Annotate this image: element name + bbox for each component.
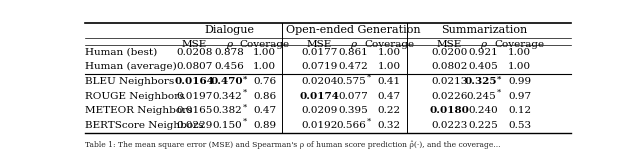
Text: 0.41: 0.41 bbox=[378, 77, 401, 86]
Text: 0.456: 0.456 bbox=[214, 62, 244, 71]
Text: 0.861: 0.861 bbox=[338, 48, 367, 57]
Text: 0.077: 0.077 bbox=[338, 92, 367, 101]
Text: Coverage: Coverage bbox=[239, 40, 289, 49]
Text: 1.00: 1.00 bbox=[253, 48, 276, 57]
Text: MSE: MSE bbox=[307, 40, 332, 49]
Text: 0.53: 0.53 bbox=[508, 121, 531, 130]
Text: 0.0229: 0.0229 bbox=[176, 121, 212, 130]
Text: Open-ended Generation: Open-ended Generation bbox=[286, 25, 421, 35]
Text: 0.0192: 0.0192 bbox=[301, 121, 337, 130]
Text: *: * bbox=[497, 89, 501, 97]
Text: BERTScore Neighbors: BERTScore Neighbors bbox=[85, 121, 204, 130]
Text: *: * bbox=[243, 118, 247, 126]
Text: 0.575: 0.575 bbox=[336, 77, 365, 86]
Text: 0.395: 0.395 bbox=[338, 106, 367, 115]
Text: 0.0174: 0.0174 bbox=[299, 92, 339, 101]
Text: 0.921: 0.921 bbox=[468, 48, 498, 57]
Text: ρ: ρ bbox=[480, 40, 486, 49]
Text: 0.32: 0.32 bbox=[378, 121, 401, 130]
Text: METEOR Neighbors: METEOR Neighbors bbox=[85, 106, 193, 115]
Text: 0.0177: 0.0177 bbox=[301, 48, 337, 57]
Text: 0.325: 0.325 bbox=[465, 77, 497, 86]
Text: ρ: ρ bbox=[226, 40, 232, 49]
Text: 1.00: 1.00 bbox=[508, 48, 531, 57]
Text: 0.0213: 0.0213 bbox=[431, 77, 468, 86]
Text: 0.566: 0.566 bbox=[336, 121, 365, 130]
Text: 0.97: 0.97 bbox=[508, 92, 531, 101]
Text: 0.245: 0.245 bbox=[466, 92, 495, 101]
Text: 0.89: 0.89 bbox=[253, 121, 276, 130]
Text: 0.470: 0.470 bbox=[211, 77, 243, 86]
Text: Coverage: Coverage bbox=[494, 40, 545, 49]
Text: 0.472: 0.472 bbox=[338, 62, 367, 71]
Text: 0.0807: 0.0807 bbox=[176, 62, 212, 71]
Text: Coverage: Coverage bbox=[364, 40, 414, 49]
Text: 0.12: 0.12 bbox=[508, 106, 531, 115]
Text: *: * bbox=[243, 89, 247, 97]
Text: 0.22: 0.22 bbox=[378, 106, 401, 115]
Text: 0.47: 0.47 bbox=[253, 106, 276, 115]
Text: *: * bbox=[243, 103, 247, 111]
Text: *: * bbox=[367, 118, 371, 126]
Text: 0.0209: 0.0209 bbox=[301, 106, 337, 115]
Text: 0.0200: 0.0200 bbox=[431, 48, 468, 57]
Text: 0.47: 0.47 bbox=[378, 92, 401, 101]
Text: ρ: ρ bbox=[349, 40, 356, 49]
Text: *: * bbox=[243, 74, 247, 82]
Text: 0.86: 0.86 bbox=[253, 92, 276, 101]
Text: 0.0197: 0.0197 bbox=[176, 92, 212, 101]
Text: 0.0223: 0.0223 bbox=[431, 121, 468, 130]
Text: 0.225: 0.225 bbox=[468, 121, 498, 130]
Text: BLEU Neighbors: BLEU Neighbors bbox=[85, 77, 174, 86]
Text: 0.342: 0.342 bbox=[212, 92, 242, 101]
Text: 0.240: 0.240 bbox=[468, 106, 498, 115]
Text: 0.0204: 0.0204 bbox=[301, 77, 337, 86]
Text: *: * bbox=[367, 74, 371, 82]
Text: *: * bbox=[497, 74, 501, 82]
Text: 0.99: 0.99 bbox=[508, 77, 531, 86]
Text: 0.0802: 0.0802 bbox=[431, 62, 468, 71]
Text: 1.00: 1.00 bbox=[253, 62, 276, 71]
Text: 0.76: 0.76 bbox=[253, 77, 276, 86]
Text: Table 1: The mean square error (MSE) and Spearman's ρ of human score prediction : Table 1: The mean square error (MSE) and… bbox=[85, 140, 500, 149]
Text: 1.00: 1.00 bbox=[378, 48, 401, 57]
Text: ROUGE Neighbors: ROUGE Neighbors bbox=[85, 92, 184, 101]
Text: 0.405: 0.405 bbox=[468, 62, 498, 71]
Text: 0.0226: 0.0226 bbox=[431, 92, 468, 101]
Text: 0.150: 0.150 bbox=[212, 121, 242, 130]
Text: MSE: MSE bbox=[437, 40, 462, 49]
Text: Dialogue: Dialogue bbox=[204, 25, 254, 35]
Text: 0.0719: 0.0719 bbox=[301, 62, 337, 71]
Text: 0.382: 0.382 bbox=[212, 106, 242, 115]
Text: Summarization: Summarization bbox=[441, 25, 527, 35]
Text: 0.0180: 0.0180 bbox=[429, 106, 470, 115]
Text: 0.0208: 0.0208 bbox=[176, 48, 212, 57]
Text: 0.0165: 0.0165 bbox=[176, 106, 212, 115]
Text: 0.878: 0.878 bbox=[214, 48, 244, 57]
Text: MSE: MSE bbox=[182, 40, 207, 49]
Text: 1.00: 1.00 bbox=[508, 62, 531, 71]
Text: 1.00: 1.00 bbox=[378, 62, 401, 71]
Text: Human (best): Human (best) bbox=[85, 48, 157, 57]
Text: 0.0164: 0.0164 bbox=[174, 77, 214, 86]
Text: Human (average): Human (average) bbox=[85, 62, 177, 71]
